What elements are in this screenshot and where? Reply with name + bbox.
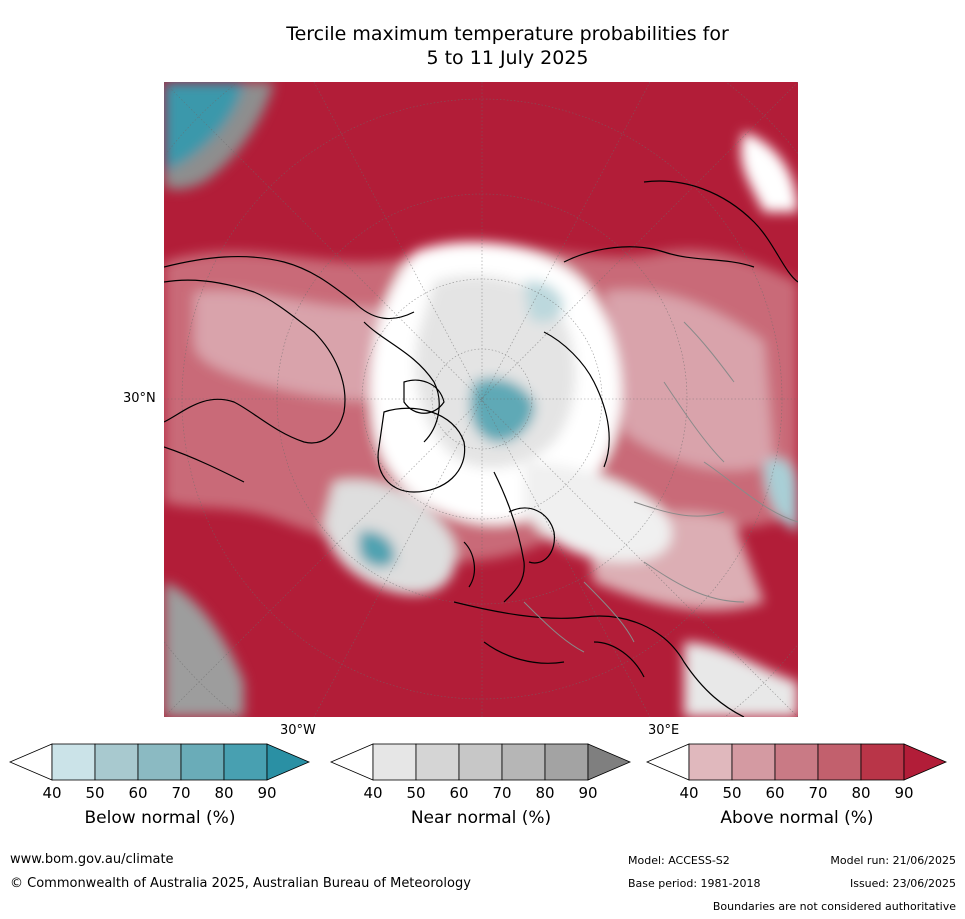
colorbar-tick-label: 70 [808, 784, 828, 802]
colorbar-tick-label: 70 [492, 784, 512, 802]
model-run-text: Model run: 21/06/2025 [830, 854, 956, 867]
below-bar-segment [137, 743, 182, 781]
colorbar-tick-label: 70 [171, 784, 191, 802]
country-borders [523, 321, 798, 653]
colorbar-tick-label: 90 [257, 784, 277, 802]
colorbar-tick-label: 40 [679, 784, 699, 802]
colorbar-tick-label: 50 [85, 784, 105, 802]
above-bar-min-triangle [645, 743, 690, 781]
below-bar-segment [94, 743, 139, 781]
colorbar-tick-label: 40 [363, 784, 383, 802]
coastlines [164, 180, 798, 717]
colorbar-below [8, 743, 311, 781]
colorbar-tick-label: 80 [214, 784, 234, 802]
colorbar-above [645, 743, 948, 781]
above-bar-segment [688, 743, 733, 781]
website-link[interactable]: www.bom.gov.au/climate [10, 852, 174, 867]
colorbar-tick-label: 50 [722, 784, 742, 802]
colorbar-above-label: Above normal (%) [720, 808, 874, 828]
colorbar-near-label: Near normal (%) [410, 808, 552, 828]
colorbar-tick-label: 60 [765, 784, 785, 802]
title-line-1: Tercile maximum temperature probabilitie… [286, 23, 729, 45]
near-bar-segment [501, 743, 546, 781]
near-bar-min-triangle [329, 743, 374, 781]
model-text: Model: ACCESS-S2 [628, 854, 730, 867]
colorbar-near-svg [329, 743, 632, 781]
near-bar-segment [372, 743, 417, 781]
below-bar-segment [223, 743, 268, 781]
near-bar-max-triangle [587, 743, 632, 781]
below-bar-segment [51, 743, 96, 781]
near-bar-segment [544, 743, 589, 781]
below-bar-min-triangle [8, 743, 53, 781]
base-period-text: Base period: 1981-2018 [628, 877, 761, 890]
title-line-2: 5 to 11 July 2025 [426, 47, 589, 69]
colorbar-below-svg [8, 743, 311, 781]
lat-label-30n: 30°N [123, 391, 156, 406]
colorbar-tick-label: 40 [42, 784, 62, 802]
near-bar-segment [458, 743, 503, 781]
map-canvas [164, 82, 798, 717]
colorbar-tick-label: 80 [535, 784, 555, 802]
above-bar-max-triangle [903, 743, 948, 781]
colorbar-below-label: Below normal (%) [84, 808, 236, 828]
above-bar-segment [860, 743, 905, 781]
colorbar-tick-label: 60 [128, 784, 148, 802]
above-bar-segment [731, 743, 776, 781]
copyright-text: © Commonwealth of Australia 2025, Austra… [10, 876, 471, 891]
above-bar-segment [774, 743, 819, 781]
issued-text: Issued: 23/06/2025 [849, 877, 956, 890]
colorbar-tick-label: 90 [578, 784, 598, 802]
colorbar-tick-label: 60 [449, 784, 469, 802]
colorbar-tick-label: 50 [406, 784, 426, 802]
below-bar-max-triangle [266, 743, 311, 781]
lon-label-30e: 30°E [648, 723, 680, 738]
colorbar-tick-label: 80 [851, 784, 871, 802]
near-bar-segment [415, 743, 460, 781]
colorbar-above-svg [645, 743, 948, 781]
colorbar-near [329, 743, 632, 781]
lon-label-30w: 30°W [280, 723, 316, 738]
above-bar-segment [817, 743, 862, 781]
polar-probability-map [164, 82, 798, 717]
below-bar-segment [180, 743, 225, 781]
colorbar-tick-label: 90 [894, 784, 914, 802]
disclaimer-text: Boundaries are not considered authoritat… [712, 900, 956, 913]
chart-title: Tercile maximum temperature probabilitie… [0, 22, 965, 70]
